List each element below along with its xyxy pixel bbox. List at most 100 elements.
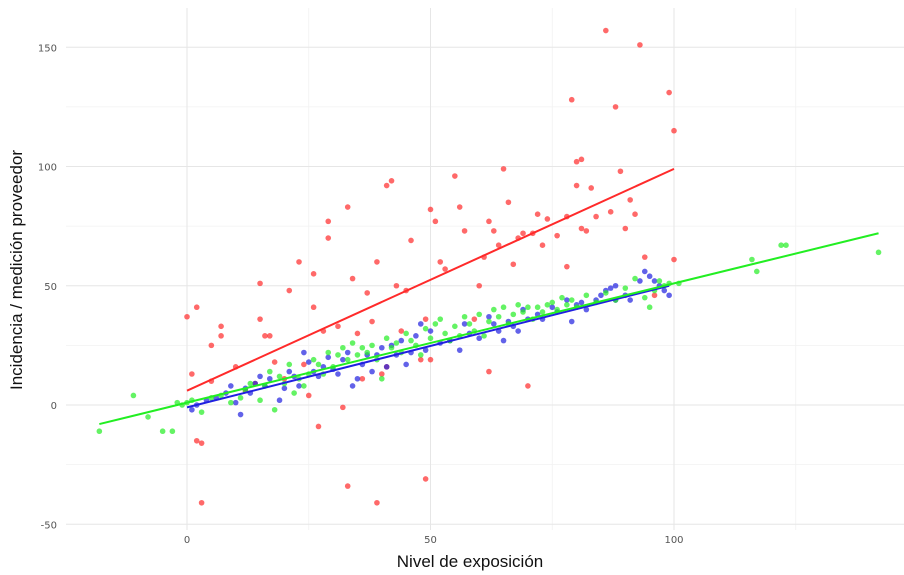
data-point — [568, 318, 575, 325]
data-point — [427, 356, 434, 363]
data-point — [520, 309, 526, 315]
data-point — [578, 299, 585, 306]
data-point — [374, 259, 380, 265]
data-point — [573, 182, 580, 189]
data-point — [641, 268, 648, 275]
data-point — [607, 285, 614, 291]
data-point — [491, 321, 497, 327]
data-point — [96, 428, 103, 435]
data-point — [486, 313, 492, 320]
regression-lines — [99, 167, 879, 426]
data-point — [417, 352, 424, 358]
data-point — [262, 333, 268, 339]
data-point — [432, 218, 439, 225]
data-point — [486, 318, 492, 325]
data-point — [335, 323, 341, 330]
data-point — [301, 383, 307, 389]
data-point — [778, 242, 784, 249]
y-tick-label: 0 — [51, 401, 57, 412]
data-point — [651, 292, 658, 299]
data-point — [286, 368, 293, 375]
data-point — [471, 316, 478, 322]
data-point — [291, 390, 297, 396]
y-axis-title: Incidencia / medición proveedor — [7, 150, 26, 390]
data-point — [383, 335, 390, 342]
data-point — [189, 406, 195, 413]
minor-grid — [66, 8, 904, 530]
data-point — [598, 292, 604, 299]
data-point — [525, 383, 531, 389]
data-point — [422, 347, 429, 353]
data-point — [344, 204, 351, 210]
data-point — [539, 242, 546, 249]
data-point — [495, 313, 502, 320]
data-point — [383, 182, 390, 189]
data-point — [408, 337, 414, 344]
data-point — [379, 371, 385, 377]
data-point — [432, 321, 439, 327]
data-point — [671, 127, 677, 134]
data-point — [515, 328, 521, 334]
data-point — [559, 294, 565, 301]
data-point — [369, 368, 375, 375]
data-point — [359, 375, 366, 382]
data-point — [505, 199, 512, 206]
data-point — [603, 27, 609, 34]
data-point — [349, 275, 356, 282]
data-point — [379, 344, 385, 351]
data-point — [257, 397, 263, 404]
data-point — [476, 282, 483, 289]
data-point — [422, 476, 429, 482]
data-point — [398, 337, 405, 344]
data-point — [622, 225, 629, 232]
data-point — [612, 104, 619, 110]
data-point — [257, 280, 263, 287]
data-point — [520, 230, 526, 237]
data-point — [564, 263, 570, 270]
data-point — [369, 318, 375, 325]
data-point — [408, 237, 414, 244]
data-point — [753, 268, 760, 275]
regression-line — [186, 167, 675, 392]
data-point — [603, 290, 609, 296]
data-point — [286, 287, 293, 294]
data-point — [359, 344, 366, 351]
data-point — [422, 316, 429, 322]
data-point — [325, 235, 332, 241]
data-point — [257, 316, 263, 322]
data-point — [218, 323, 224, 330]
data-point — [632, 211, 638, 217]
data-point — [266, 368, 273, 375]
data-point — [510, 311, 517, 318]
data-point — [875, 249, 882, 256]
data-point — [612, 282, 619, 289]
data-point — [578, 225, 585, 232]
data-point — [276, 397, 283, 404]
data-point — [564, 297, 570, 303]
data-point — [208, 342, 215, 349]
data-point — [296, 259, 302, 265]
data-point — [500, 166, 507, 172]
x-tick-label: 50 — [424, 535, 437, 546]
data-point — [369, 342, 375, 349]
data-point — [461, 321, 468, 327]
data-point — [491, 228, 497, 234]
data-point — [374, 499, 380, 506]
data-point — [666, 292, 672, 299]
data-point — [437, 259, 444, 265]
data-point — [442, 266, 448, 272]
data-point — [198, 440, 205, 446]
data-point — [301, 361, 307, 368]
data-point — [237, 395, 244, 401]
data-point — [452, 323, 458, 330]
x-tick-label: 0 — [184, 535, 190, 546]
data-point — [349, 383, 356, 389]
data-point — [627, 197, 633, 203]
data-point — [583, 306, 590, 313]
data-point — [461, 313, 468, 320]
data-point — [276, 373, 283, 380]
data-point — [651, 278, 658, 284]
data-point — [398, 328, 405, 334]
data-point — [379, 375, 385, 382]
